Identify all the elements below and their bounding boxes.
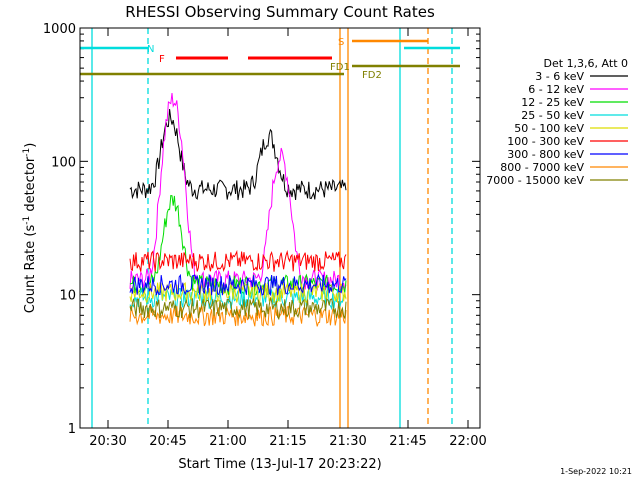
y-tick-label: 1000	[43, 22, 76, 37]
x-tick-label: 20:30	[89, 434, 126, 449]
y-axis-label: Count Rate (s-1 detector-1)	[22, 143, 38, 314]
chart-title: RHESSI Observing Summary Count Rates	[125, 3, 435, 21]
x-tick-label: 22:00	[449, 434, 486, 449]
flag-label: S	[338, 37, 344, 48]
y-tick-label: 1	[68, 422, 76, 437]
legend-label: 25 - 50 keV	[521, 109, 584, 122]
legend-label: 100 - 300 keV	[507, 135, 584, 148]
plot-area: 20:30 20:45 21:00 21:15 21:30 21:45 22:00 1 10 10…	[43, 22, 487, 449]
legend-label: 7000 - 15000 keV	[486, 174, 584, 187]
legend-label: 3 - 6 keV	[535, 70, 584, 83]
legend-label: 6 - 12 keV	[528, 83, 584, 96]
x-tick-label: 21:30	[329, 434, 366, 449]
flag-label: N	[147, 44, 154, 55]
legend-label: 300 - 800 keV	[507, 148, 584, 161]
legend-header: Det 1,3,6, Att 0	[544, 57, 628, 70]
x-tick-label: 21:00	[209, 434, 246, 449]
flag-label: FD2	[362, 70, 382, 81]
x-tick-label: 20:45	[149, 434, 186, 449]
series-line	[129, 273, 347, 297]
legend-label: 50 - 100 keV	[514, 122, 584, 135]
series-line	[129, 281, 347, 305]
flag-label: F	[159, 54, 165, 65]
timestamp: 1-Sep-2022 10:21	[560, 467, 632, 476]
y-tick-label: 10	[59, 289, 76, 304]
series-line	[129, 286, 347, 311]
x-tick-label: 21:45	[389, 434, 426, 449]
series-line	[129, 296, 347, 321]
x-axis-label: Start Time (13-Jul-17 20:23:22)	[178, 457, 381, 472]
series-line	[129, 249, 347, 272]
y-tick-label: 100	[51, 155, 76, 170]
legend-label: 12 - 25 keV	[521, 96, 584, 109]
x-tick-label: 21:15	[269, 434, 306, 449]
legend-label: 800 - 7000 keV	[500, 161, 584, 174]
flag-label: FD1	[330, 62, 350, 73]
plot-frame	[79, 27, 481, 429]
